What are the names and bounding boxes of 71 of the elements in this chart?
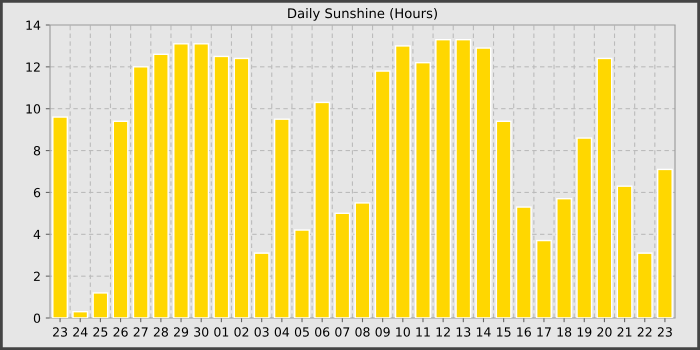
x-tick-label: 26: [114, 327, 128, 337]
x-tick-label: 02: [234, 327, 248, 337]
bar: [314, 102, 330, 318]
x-tick-label: 18: [558, 327, 572, 337]
y-tick-label: 12: [26, 62, 40, 72]
x-tick-label: 20: [597, 327, 612, 337]
bar: [254, 252, 270, 318]
x-tick-label: 25: [93, 327, 108, 337]
y-tick-label: 2: [34, 272, 40, 281]
x-tick-label: 15: [497, 327, 510, 337]
bar: [274, 118, 290, 318]
bar: [455, 38, 472, 318]
y-tick-label: 14: [26, 20, 40, 30]
bar: [556, 198, 572, 318]
bar: [516, 206, 532, 318]
x-tick-label: 19: [578, 327, 592, 337]
x-tick-label: 16: [517, 327, 531, 337]
x-tick-label: 07: [335, 327, 350, 337]
bar: [52, 116, 68, 318]
bar: [374, 70, 391, 318]
x-tick-label: 27: [134, 327, 148, 337]
bar: [112, 120, 129, 318]
bar: [334, 212, 350, 318]
bar: [596, 58, 612, 318]
x-tick-label: 30: [194, 327, 208, 337]
x-tick-label: 05: [294, 327, 309, 337]
bar: [213, 56, 230, 318]
bar: [92, 292, 108, 318]
x-tick-label: 23: [53, 327, 68, 337]
x-tick-label: 21: [618, 327, 632, 337]
x-tick-label: 24: [73, 327, 88, 337]
x-tick-label: 29: [174, 327, 188, 337]
bar: [72, 311, 88, 318]
bar: [132, 66, 149, 318]
bar: [415, 62, 431, 318]
bar: [435, 38, 452, 318]
bar: [536, 240, 552, 318]
bar: [576, 137, 592, 318]
y-tick-label: 8: [34, 146, 40, 156]
bar: [354, 202, 370, 318]
bar: [152, 54, 169, 318]
x-tick-label: 28: [154, 327, 168, 337]
x-tick-label: 04: [274, 327, 290, 337]
bar: [476, 47, 492, 318]
x-tick-label: 17: [537, 327, 551, 337]
x-tick-label: 11: [416, 327, 430, 337]
x-tick-label: 22: [638, 327, 652, 337]
x-tick-label: 01: [214, 327, 228, 337]
bar: [234, 58, 250, 318]
y-tick-label: 6: [34, 188, 40, 198]
x-tick-label: 23: [658, 327, 672, 337]
bar: [636, 252, 653, 318]
bar: [656, 168, 673, 318]
y-tick-label: 0: [34, 313, 40, 323]
bar: [616, 185, 633, 318]
x-tick-label: 10: [396, 327, 410, 337]
x-tick-label: 03: [254, 327, 269, 337]
y-tick-label: 4: [34, 230, 40, 240]
bar: [294, 229, 310, 318]
x-tick-label: 06: [315, 327, 330, 337]
x-tick-label: 14: [476, 327, 491, 337]
x-tick-label: 13: [456, 327, 470, 337]
x-tick-label: 12: [436, 327, 450, 337]
chart-title: Daily Sunshine (Hours): [288, 8, 437, 21]
bar: [394, 45, 411, 318]
y-tick-label: 10: [26, 104, 40, 114]
bar: [193, 43, 210, 318]
x-tick-label: 09: [376, 327, 390, 337]
bar: [496, 120, 512, 318]
bar: [173, 43, 189, 318]
x-tick-label: 08: [355, 327, 370, 337]
